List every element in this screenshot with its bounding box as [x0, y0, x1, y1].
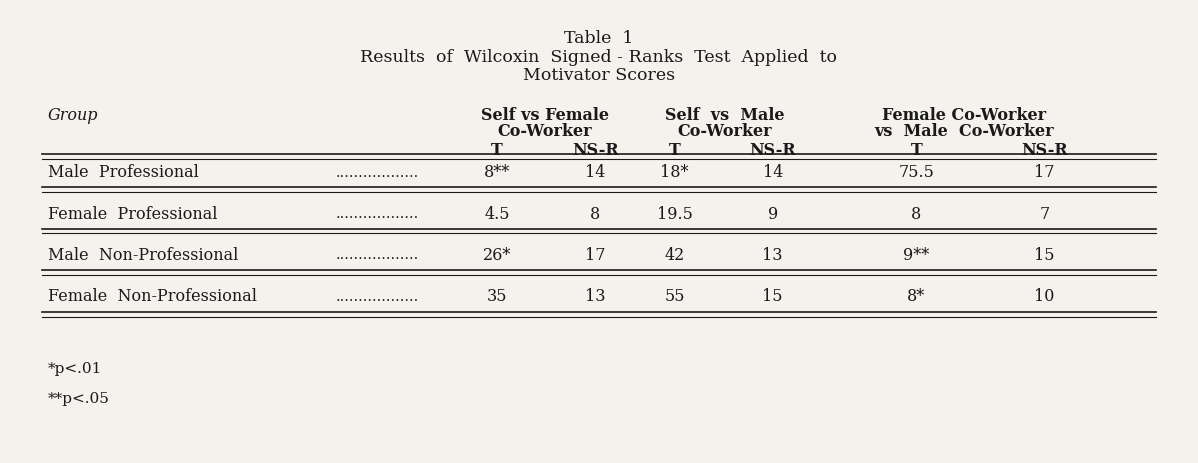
Text: 9: 9: [768, 206, 778, 222]
Text: 10: 10: [1034, 288, 1055, 305]
Text: Female  Professional: Female Professional: [48, 206, 217, 222]
Text: *p<.01: *p<.01: [48, 361, 102, 375]
Text: 9**: 9**: [903, 246, 930, 263]
Text: NS-R: NS-R: [750, 141, 795, 158]
Text: 42: 42: [665, 246, 684, 263]
Text: 13: 13: [585, 288, 606, 305]
Text: ..................: ..................: [335, 248, 419, 262]
Text: 75.5: 75.5: [898, 164, 934, 181]
Text: ..................: ..................: [335, 289, 419, 303]
Text: **p<.05: **p<.05: [48, 391, 110, 405]
Text: 8*: 8*: [907, 288, 926, 305]
Text: 14: 14: [585, 164, 606, 181]
Text: Self  vs  Male: Self vs Male: [665, 106, 785, 124]
Text: Female Co-Worker: Female Co-Worker: [883, 106, 1046, 124]
Text: NS-R: NS-R: [1022, 141, 1067, 158]
Text: ..................: ..................: [335, 165, 419, 179]
Text: 15: 15: [762, 288, 783, 305]
Text: Self vs Female: Self vs Female: [482, 106, 609, 124]
Text: Co-Worker: Co-Worker: [498, 123, 592, 140]
Text: 8: 8: [912, 206, 921, 222]
Text: 35: 35: [486, 288, 508, 305]
Text: 17: 17: [1034, 164, 1055, 181]
Text: 13: 13: [762, 246, 783, 263]
Text: 4.5: 4.5: [484, 206, 510, 222]
Text: NS-R: NS-R: [573, 141, 618, 158]
Text: ..................: ..................: [335, 207, 419, 221]
Text: T: T: [668, 141, 680, 158]
Text: 7: 7: [1040, 206, 1049, 222]
Text: Male  Non-Professional: Male Non-Professional: [48, 246, 238, 263]
Text: 26*: 26*: [483, 246, 512, 263]
Text: 18*: 18*: [660, 164, 689, 181]
Text: Co-Worker: Co-Worker: [678, 123, 772, 140]
Text: 19.5: 19.5: [657, 206, 692, 222]
Text: Female  Non-Professional: Female Non-Professional: [48, 288, 256, 305]
Text: Male  Professional: Male Professional: [48, 164, 199, 181]
Text: 14: 14: [762, 164, 783, 181]
Text: T: T: [910, 141, 922, 158]
Text: T: T: [491, 141, 503, 158]
Text: 55: 55: [664, 288, 685, 305]
Text: Results  of  Wilcoxin  Signed - Ranks  Test  Applied  to: Results of Wilcoxin Signed - Ranks Test …: [361, 49, 837, 66]
Text: vs  Male  Co-Worker: vs Male Co-Worker: [875, 123, 1054, 140]
Text: 17: 17: [585, 246, 606, 263]
Text: 15: 15: [1034, 246, 1055, 263]
Text: Motivator Scores: Motivator Scores: [524, 67, 674, 84]
Text: Table  1: Table 1: [564, 30, 634, 47]
Text: Group: Group: [48, 106, 98, 124]
Text: 8**: 8**: [484, 164, 510, 181]
Text: 8: 8: [591, 206, 600, 222]
